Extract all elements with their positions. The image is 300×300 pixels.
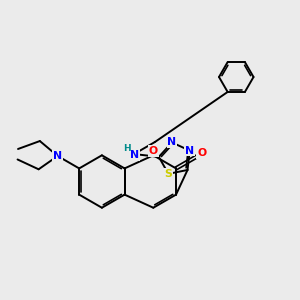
- Text: S: S: [164, 169, 172, 179]
- Text: O: O: [197, 148, 206, 158]
- Text: O: O: [149, 146, 158, 156]
- Text: N: N: [185, 146, 194, 156]
- Text: H: H: [123, 144, 130, 153]
- Text: N: N: [167, 137, 177, 148]
- Text: N: N: [53, 151, 62, 161]
- Text: N: N: [130, 150, 139, 160]
